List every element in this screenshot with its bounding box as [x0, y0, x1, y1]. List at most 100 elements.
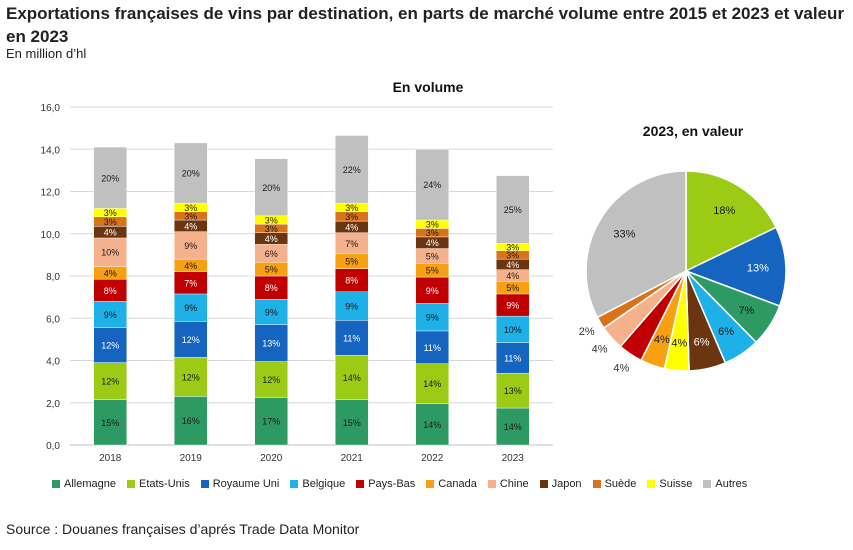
bar-data-label: 16%	[182, 416, 200, 426]
bar-data-label: 14%	[343, 373, 361, 383]
pie-data-label: 4%	[592, 343, 608, 355]
y-tick-label: 6,0	[46, 314, 60, 325]
bar-data-label: 3%	[265, 216, 278, 226]
bar-segment-allemagne	[335, 399, 369, 446]
pie-data-label: 6%	[718, 326, 734, 338]
bar-data-label: 12%	[101, 377, 119, 387]
x-tick-label: 2019	[180, 453, 203, 464]
bar-data-label: 14%	[504, 422, 522, 432]
bar-data-label: 11%	[343, 333, 360, 343]
legend-label: Etats-Unis	[138, 478, 190, 490]
y-tick-label: 2,0	[46, 399, 60, 410]
bar-data-label: 24%	[423, 180, 441, 190]
bar-data-label: 10%	[504, 325, 522, 335]
legend-item: Etats-Unis	[126, 478, 190, 490]
bar-data-label: 3%	[104, 208, 117, 218]
y-tick-label: 10,0	[41, 230, 61, 241]
bar-segment-belgique	[415, 303, 449, 332]
bar-data-label: 5%	[506, 283, 519, 293]
legend-swatch	[52, 480, 60, 488]
bar-data-label: 7%	[345, 239, 358, 249]
legend-label: Chine	[499, 478, 529, 490]
y-tick-label: 4,0	[46, 357, 60, 368]
pie-slice-etats-unis	[685, 170, 778, 273]
unit-subtitle: En million d’hl	[6, 46, 87, 61]
bar-data-label: 5%	[426, 251, 439, 261]
bar-data-label: 20%	[182, 169, 200, 179]
legend-swatch	[200, 480, 209, 488]
legend-label: Royaume Uni	[212, 478, 280, 490]
bar-data-label: 3%	[345, 203, 358, 213]
bar-data-label: 3%	[345, 212, 358, 222]
bar-data-label: 3%	[104, 217, 117, 227]
x-tick-label: 2023	[502, 453, 525, 464]
bar-data-label: 10%	[101, 248, 119, 258]
legend-label: Pays-Bas	[368, 478, 416, 490]
bar-data-label: 8%	[104, 286, 117, 296]
legend-swatch	[647, 480, 656, 488]
bar-data-label: 15%	[343, 418, 361, 428]
bar-data-label: 13%	[262, 339, 280, 349]
legend-item: Autres	[703, 478, 747, 490]
bar-segment-chine	[174, 231, 208, 260]
legend-label: Allemagne	[64, 478, 116, 490]
bar-data-label: 4%	[104, 268, 117, 278]
bar-data-label: 12%	[182, 372, 200, 382]
legend-label: Autres	[715, 478, 748, 490]
bar-segment-autres	[335, 135, 369, 204]
bar-data-label: 8%	[345, 276, 358, 286]
bar-data-label: 3%	[506, 250, 519, 260]
bar-data-label: 4%	[104, 228, 117, 238]
bar-data-label: 9%	[184, 241, 197, 251]
legend-swatch	[703, 480, 712, 488]
bar-data-label: 4%	[345, 222, 358, 232]
legend-label: Canada	[438, 478, 477, 490]
bar-data-label: 11%	[504, 353, 521, 363]
bar-segment-etats-unis	[174, 357, 208, 397]
bar-data-label: 3%	[426, 220, 439, 230]
pie-data-label: 4%	[654, 334, 670, 346]
y-tick-label: 14,0	[41, 145, 61, 156]
bar-segment-allemagne	[415, 403, 449, 446]
bar-segment-belgique	[335, 291, 369, 321]
x-tick-label: 2020	[260, 453, 283, 464]
chart-legend: Allemagne Etats-Unis Royaume Uni Belgique Pa…	[52, 478, 758, 490]
legend-item: Allemagne	[52, 478, 116, 490]
bar-segment-allemagne	[93, 399, 127, 446]
bar-segment-allemagne	[496, 407, 530, 446]
bar-segment-etats-unis	[496, 372, 530, 409]
pie-slice-royaume-uni	[684, 226, 787, 307]
legend-item: Royaume Uni	[200, 478, 280, 490]
pie-data-label: 6%	[694, 336, 710, 348]
bar-data-label: 5%	[265, 265, 278, 275]
legend-label: Belgique	[302, 478, 346, 490]
bar-data-label: 4%	[184, 221, 197, 231]
bar-data-label: 14%	[423, 420, 441, 430]
bar-segment-royaume-uni	[254, 324, 288, 362]
legend-item: Chine	[487, 478, 529, 490]
bar-segment-autres	[415, 149, 449, 221]
legend-label: Japon	[551, 478, 582, 490]
bar-segment-pays-bas	[415, 276, 449, 304]
bar-segment-etats-unis	[415, 363, 449, 405]
bar-data-label: 9%	[345, 302, 358, 312]
legend-swatch	[356, 480, 365, 488]
legend-swatch	[126, 480, 135, 488]
bar-segment-allemagne	[174, 396, 208, 446]
y-tick-label: 12,0	[41, 188, 61, 199]
x-tick-label: 2021	[341, 453, 364, 464]
legend-item: Pays-Bas	[356, 478, 415, 490]
pie-chart-title: 2023, en valeur	[643, 123, 744, 139]
legend-swatch	[487, 480, 496, 488]
bar-data-label: 15%	[101, 418, 119, 428]
bar-data-label: 22%	[343, 165, 361, 175]
bar-segment-royaume-uni	[174, 321, 208, 358]
bar-segment-royaume-uni	[496, 342, 530, 374]
bar-data-label: 3%	[184, 203, 197, 213]
bar-data-label: 3%	[426, 228, 439, 238]
legend-item: Suisse	[647, 478, 692, 490]
legend-item: Japon	[539, 478, 582, 490]
bar-segment-autres	[174, 142, 208, 204]
legend-label: Suisse	[659, 478, 693, 490]
